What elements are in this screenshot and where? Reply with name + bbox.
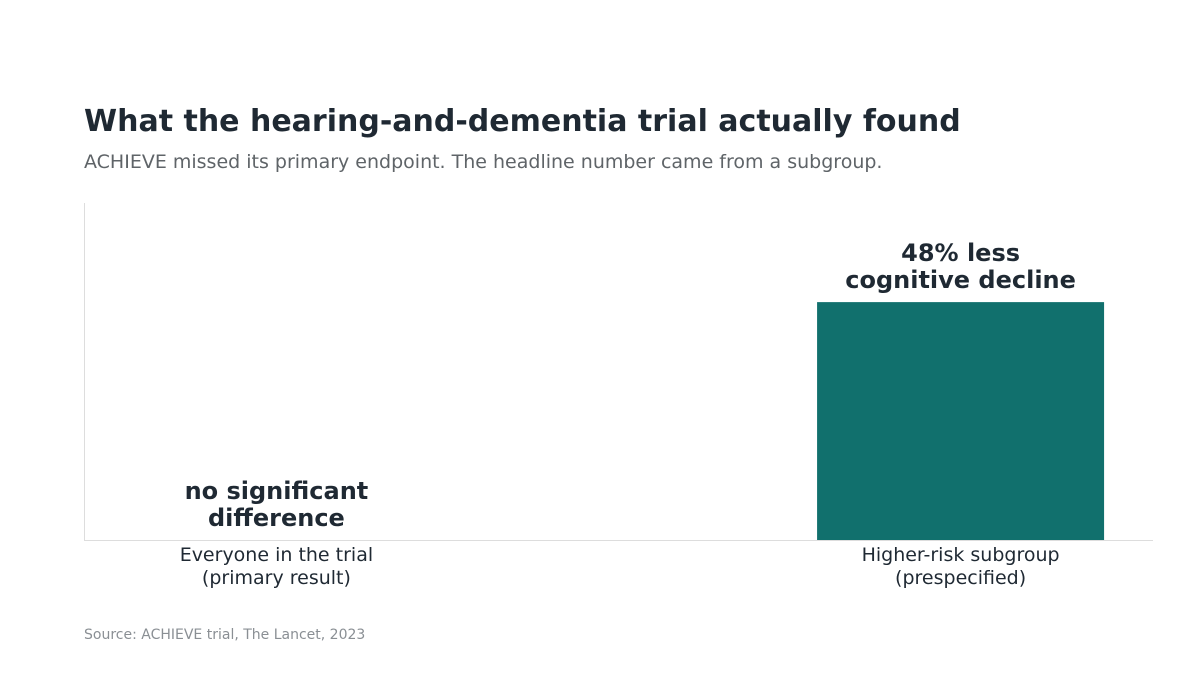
category-labels-group: Everyone in the trial (primary result) Hig… [180,544,1060,589]
bar-data-label-0: no significant difference [185,477,369,532]
bar-1 [817,302,1105,540]
category-label-0: Everyone in the trial (primary result) [180,544,373,589]
chart-title: What the hearing-and-dementia trial actu… [84,104,961,139]
bar-data-label-1: 48% less cognitive decline [845,239,1076,294]
source-note: Source: ACHIEVE trial, The Lancet, 2023 [84,627,366,643]
bar-labels-group: no significant difference 48% less cognitiv… [185,239,1076,532]
category-label-1: Higher-risk subgroup (prespecified) [862,544,1060,589]
bars-group [817,302,1105,540]
chart-subtitle: ACHIEVE missed its primary endpoint. The… [84,151,883,173]
